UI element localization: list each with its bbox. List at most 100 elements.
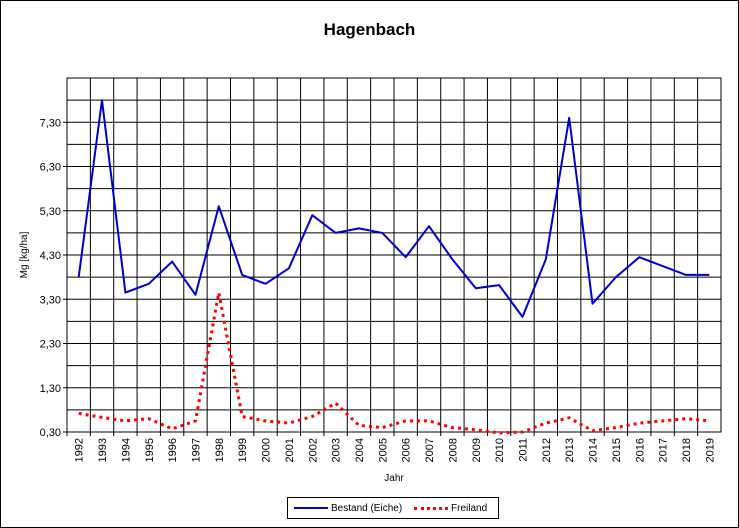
x-tick-label: 2002 [307, 438, 319, 462]
x-tick-label: 2001 [284, 438, 296, 462]
x-tick-label: 1993 [97, 438, 109, 462]
data-point-series-1 [545, 422, 547, 424]
data-point-series-0 [568, 117, 570, 119]
data-point-series-0 [381, 232, 383, 234]
data-point-series-0 [708, 274, 710, 276]
x-tick-label: 2005 [377, 438, 389, 462]
data-point-series-0 [662, 265, 664, 267]
data-point-series-0 [592, 303, 594, 305]
data-point-series-1 [498, 432, 500, 434]
data-point-series-1 [638, 422, 640, 424]
chart-title: Hagenbach [323, 20, 416, 39]
x-tick-label: 2019 [704, 438, 716, 462]
data-point-series-1 [568, 417, 570, 419]
data-point-series-1 [78, 412, 80, 414]
data-point-series-1 [171, 428, 173, 430]
legend-swatch-freiland [414, 506, 448, 510]
data-point-series-1 [358, 424, 360, 426]
data-point-series-0 [288, 267, 290, 269]
x-tick-label: 1998 [214, 438, 226, 462]
x-tick-label: 2003 [331, 438, 343, 462]
x-tick-label: 2007 [424, 438, 436, 462]
y-tick-label: 3,30 [40, 294, 61, 306]
data-point-series-1 [615, 427, 617, 429]
data-point-series-1 [124, 420, 126, 422]
data-point-series-1 [218, 292, 220, 294]
x-tick-label: 1996 [167, 438, 179, 462]
data-point-series-0 [475, 287, 477, 289]
data-point-series-1 [194, 420, 196, 422]
legend-label-freiland: Freiland [451, 502, 488, 514]
data-point-series-1 [592, 430, 594, 432]
data-point-series-0 [124, 292, 126, 294]
chart-legend: Bestand (Eiche) Freiland [287, 497, 499, 519]
data-point-series-0 [335, 232, 337, 234]
data-point-series-0 [638, 256, 640, 258]
data-point-series-0 [358, 227, 360, 229]
y-axis-title: Mg [kg/ha] [19, 231, 30, 278]
data-point-series-0 [428, 225, 430, 227]
x-tick-label: 2012 [541, 438, 553, 462]
data-point-series-0 [311, 214, 313, 216]
y-tick-label: 6,30 [40, 162, 61, 174]
y-tick-label: 5,30 [40, 206, 61, 218]
data-point-series-1 [335, 402, 337, 404]
x-tick-label: 2000 [261, 438, 273, 462]
data-point-series-1 [311, 416, 313, 418]
x-tick-label: 2006 [401, 438, 413, 462]
data-point-series-0 [194, 294, 196, 296]
data-point-series-0 [498, 284, 500, 286]
data-point-series-1 [662, 420, 664, 422]
x-tick-label: 2011 [517, 438, 529, 462]
x-tick-label: 2010 [494, 438, 506, 462]
data-point-series-1 [521, 431, 523, 433]
data-point-series-0 [451, 258, 453, 260]
data-point-series-0 [241, 274, 243, 276]
data-point-series-1 [241, 416, 243, 418]
data-point-series-0 [148, 283, 150, 285]
x-tick-label: 1999 [237, 438, 249, 462]
x-tick-label: 2004 [354, 438, 366, 462]
legend-swatch-bestand [294, 507, 328, 509]
data-point-series-1 [101, 416, 103, 418]
data-point-series-0 [685, 274, 687, 276]
data-point-series-0 [78, 276, 80, 278]
x-tick-label: 2008 [447, 438, 459, 462]
x-tick-label: 2015 [611, 438, 623, 462]
x-tick-label: 1997 [190, 438, 202, 462]
data-point-series-0 [265, 283, 267, 285]
data-point-series-1 [405, 420, 407, 422]
x-axis-title: Jahr [384, 473, 404, 484]
x-tick-label: 2016 [634, 438, 646, 462]
data-point-series-0 [171, 261, 173, 263]
legend-label-bestand: Bestand (Eiche) [331, 502, 403, 514]
data-point-series-1 [685, 418, 687, 420]
data-point-series-0 [218, 205, 220, 207]
data-point-series-0 [405, 256, 407, 258]
x-tick-label: 2017 [658, 438, 670, 462]
legend-item-freiland: Freiland [414, 498, 487, 518]
data-point-series-1 [381, 427, 383, 429]
data-point-series-1 [288, 422, 290, 424]
x-tick-label: 1995 [144, 438, 156, 462]
x-tick-label: 1994 [120, 438, 132, 462]
x-tick-label: 2009 [471, 438, 483, 462]
data-point-series-1 [451, 427, 453, 429]
x-tick-label: 1992 [74, 438, 86, 462]
series-line-0 [77, 99, 710, 318]
data-point-series-1 [428, 420, 430, 422]
x-tick-label: 2014 [588, 438, 600, 462]
data-point-series-1 [148, 418, 150, 420]
y-tick-label: 2,30 [40, 339, 61, 351]
y-tick-label: 0,30 [40, 427, 61, 439]
data-point-series-0 [101, 99, 103, 101]
data-point-series-0 [545, 258, 547, 260]
data-point-series-0 [521, 316, 523, 318]
data-point-series-0 [615, 276, 617, 278]
data-point-series-1 [265, 420, 267, 422]
x-tick-label: 2013 [564, 438, 576, 462]
y-tick-label: 4,30 [40, 250, 61, 262]
y-tick-label: 1,30 [40, 383, 61, 395]
legend-item-bestand: Bestand (Eiche) [294, 498, 402, 518]
